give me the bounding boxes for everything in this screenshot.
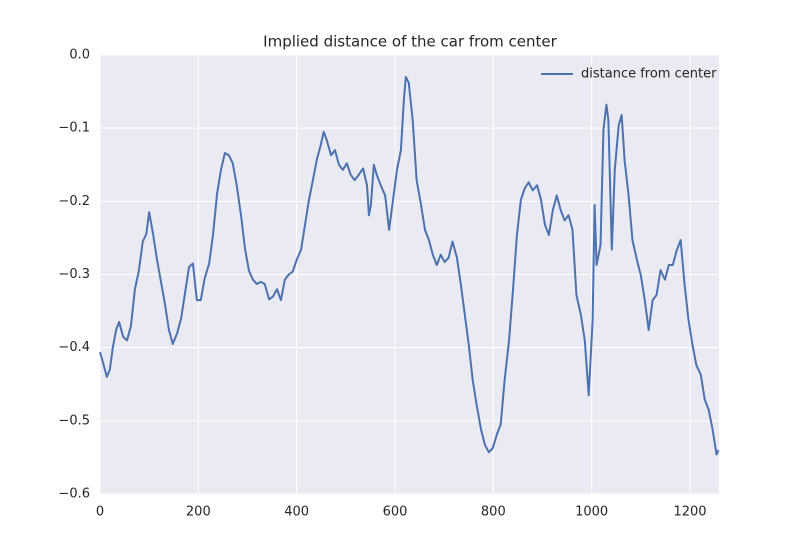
y-tick-label: −0.6 (58, 487, 90, 502)
x-tick-label: 800 (481, 505, 506, 520)
y-tick-label: 0.0 (69, 48, 90, 63)
y-tick-label: −0.2 (58, 194, 90, 209)
x-tick-label: 1000 (575, 505, 608, 520)
y-tick-label: −0.5 (58, 413, 90, 428)
x-tick-label: 1200 (673, 505, 706, 520)
legend-label: distance from center (581, 67, 717, 82)
y-tick-label: −0.3 (58, 267, 90, 282)
y-tick-label: −0.1 (58, 121, 90, 136)
chart-title: Implied distance of the car from center (263, 33, 557, 51)
x-tick-label: 400 (284, 505, 309, 520)
x-tick-label: 200 (186, 505, 211, 520)
x-tick-label: 600 (383, 505, 408, 520)
data-line (99, 75, 720, 456)
x-tick-label: 0 (96, 505, 104, 520)
y-tick-label: −0.4 (58, 340, 90, 355)
